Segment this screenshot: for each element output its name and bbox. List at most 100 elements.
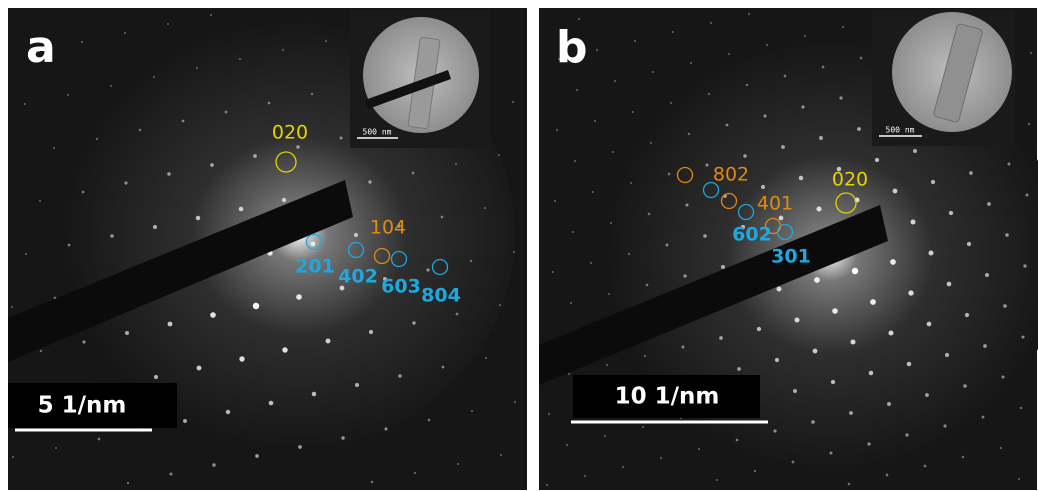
diffraction-spot: [766, 44, 768, 46]
spot-index: 603: [381, 276, 421, 298]
inset-b: [872, 10, 1015, 146]
diffraction-spot: [987, 202, 991, 206]
diffraction-spot: [153, 374, 159, 380]
diffraction-spot: [760, 184, 766, 190]
diffraction-spot: [606, 364, 608, 366]
diffraction-spot: [498, 154, 500, 156]
diffraction-spot: [946, 281, 952, 287]
diffraction-spot: [126, 481, 130, 485]
diffraction-spot: [685, 203, 689, 207]
diffraction-spot: [457, 463, 459, 465]
diffraction-spot: [484, 207, 486, 209]
diffraction-spot: [382, 276, 388, 282]
diffraction-spot: [455, 312, 459, 316]
diffraction-spot: [1018, 478, 1020, 480]
diffraction-spot: [610, 222, 612, 224]
diffraction-spot: [812, 348, 818, 354]
diffraction-spot: [1027, 122, 1031, 126]
diffraction-spot: [985, 273, 989, 277]
spot-index: 020: [272, 122, 308, 144]
diffraction-spot: [608, 293, 610, 295]
diffraction-spot: [857, 127, 861, 131]
diffraction-spot: [851, 267, 859, 275]
diffraction-spot: [592, 191, 594, 193]
diffraction-spot: [728, 53, 730, 55]
diffraction-spot: [1003, 304, 1007, 308]
diffraction-spot: [95, 137, 99, 141]
diffraction-spot: [964, 312, 970, 318]
diffraction-spot: [169, 472, 173, 476]
diffraction-spot: [697, 447, 701, 451]
diffraction-spot: [370, 480, 374, 484]
diffraction-spot: [710, 22, 712, 24]
diffraction-spot: [1021, 335, 1025, 339]
diffraction-spot: [368, 329, 374, 335]
diffraction-spot: [966, 241, 972, 247]
diffraction-spot: [82, 340, 86, 344]
diffraction-spot: [847, 482, 851, 486]
diffraction-spot: [196, 365, 202, 371]
diffraction-spot: [167, 172, 171, 176]
panel-label: b: [556, 22, 588, 73]
diffraction-spot: [210, 312, 216, 318]
spot-index: 020: [832, 169, 868, 191]
diffraction-spot: [124, 181, 128, 185]
diffraction-spot: [753, 469, 757, 473]
diffraction-spot: [930, 179, 936, 185]
diffraction-spot: [97, 437, 101, 441]
spot-index: 804: [421, 285, 461, 307]
diffraction-spot: [737, 367, 741, 371]
diffraction-spot: [354, 382, 360, 388]
diffraction-spot: [798, 175, 804, 181]
diffraction-spot: [707, 92, 711, 96]
diffraction-spot: [225, 409, 231, 415]
diffraction-spot: [310, 92, 314, 96]
diffraction-spot: [440, 215, 444, 219]
diffraction-spot: [470, 409, 474, 413]
diffraction-spot: [124, 330, 130, 336]
inset-a: [350, 10, 490, 148]
diffraction-spot: [124, 32, 126, 34]
diffraction-spot: [67, 94, 69, 96]
diffraction-spot: [743, 154, 747, 158]
diffraction-spot: [411, 171, 415, 175]
spot-marker: [776, 223, 794, 241]
diffraction-spot: [870, 299, 876, 305]
diffraction-spot: [24, 103, 26, 105]
diffraction-spot: [774, 357, 780, 363]
spot-index: 104: [370, 217, 406, 239]
diffraction-spot: [368, 180, 372, 184]
spot-marker: [835, 192, 857, 214]
beam-stop: [365, 70, 451, 109]
diffraction-spot: [196, 67, 198, 69]
diffraction-spot: [513, 251, 515, 253]
panel-b: [539, 8, 1038, 490]
diffraction-spot: [167, 321, 173, 327]
diffraction-spot: [11, 306, 13, 308]
diffraction-spot: [500, 454, 502, 456]
diffraction-spot: [224, 110, 228, 114]
diffraction-spot: [325, 40, 327, 42]
diffraction-spot: [783, 74, 787, 78]
diffraction-spot: [195, 215, 201, 221]
diffraction-spot: [596, 49, 598, 51]
diffraction-spot: [632, 111, 634, 113]
diffraction-spot: [681, 345, 685, 349]
diffraction-spot: [152, 224, 158, 230]
spot-index: 802: [713, 164, 749, 186]
diffraction-spot: [836, 166, 842, 172]
diffraction-spot: [554, 200, 556, 202]
diffraction-spot: [397, 224, 401, 228]
diffraction-spot: [829, 451, 833, 455]
diffraction-spot: [339, 136, 343, 140]
diffraction-spot: [552, 271, 554, 273]
spot-marker: [390, 250, 408, 268]
diffraction-spot: [756, 326, 762, 332]
diffraction-spot: [512, 101, 514, 103]
diffraction-spot: [612, 151, 614, 153]
diffraction-spot: [614, 80, 616, 82]
diffraction-spot: [572, 231, 574, 233]
diffraction-spot: [740, 224, 746, 230]
diffraction-spot: [298, 445, 302, 449]
beam-stop: [539, 205, 888, 385]
